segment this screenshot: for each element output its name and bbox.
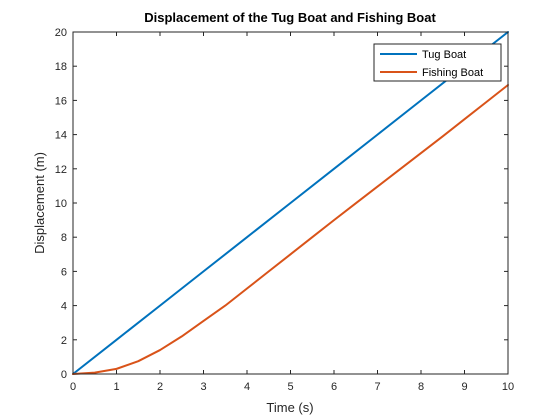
- y-tick-label: 8: [61, 232, 67, 244]
- y-tick-label: 18: [55, 61, 67, 73]
- series-line-tug-boat: [72, 31, 509, 375]
- x-tick-label: 9: [461, 381, 467, 393]
- x-tick-label: 4: [244, 381, 250, 393]
- x-tick-label: 5: [287, 381, 293, 393]
- series-layer: [72, 31, 509, 375]
- y-tick-label: 10: [55, 198, 67, 210]
- y-axis-label: Displacement (m): [32, 152, 47, 254]
- x-tick-label: 10: [502, 381, 514, 393]
- y-tick-label: 20: [55, 27, 67, 39]
- x-axis-label: Time (s): [266, 400, 313, 415]
- x-tick-label: 8: [418, 381, 424, 393]
- x-tick-label: 3: [200, 381, 206, 393]
- y-axis-ticks: 0 2 4 6 8 10 12 14 16 18 20: [55, 27, 508, 381]
- y-tick-label: 12: [55, 164, 67, 176]
- x-axis-ticks: 0 1 2 3 4 5 6 7 8 9 10: [70, 32, 514, 393]
- x-tick-label: 6: [331, 381, 337, 393]
- legend: Tug Boat Fishing Boat: [373, 43, 502, 82]
- legend-label-fishing-boat: Fishing Boat: [422, 67, 483, 79]
- series-line-fishing-boat: [72, 84, 509, 375]
- y-tick-label: 16: [55, 95, 67, 107]
- x-tick-label: 1: [113, 381, 119, 393]
- x-tick-label: 0: [70, 381, 76, 393]
- y-tick-label: 14: [55, 130, 67, 142]
- x-tick-label: 7: [374, 381, 380, 393]
- legend-box: [373, 43, 502, 82]
- legend-label-tug-boat: Tug Boat: [422, 49, 466, 61]
- y-tick-label: 6: [61, 266, 67, 278]
- x-tick-label: 2: [157, 381, 163, 393]
- y-tick-label: 2: [61, 335, 67, 347]
- chart-title: Displacement of the Tug Boat and Fishing…: [144, 10, 436, 25]
- y-tick-label: 4: [61, 301, 67, 313]
- y-tick-label: 0: [61, 369, 67, 381]
